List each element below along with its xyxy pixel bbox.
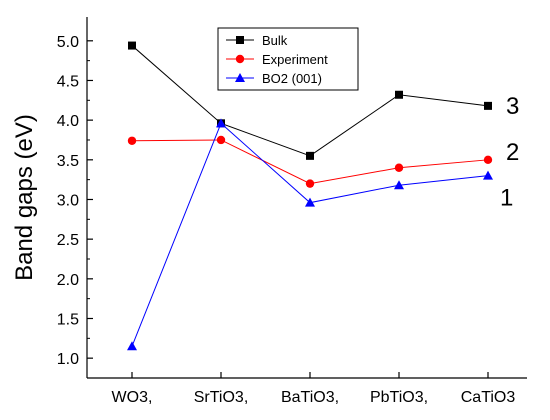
data-point [394, 180, 404, 190]
y-tick-label: 5.0 [57, 34, 79, 51]
legend-item: BO2 (001) [226, 71, 322, 86]
data-point [305, 197, 315, 207]
y-tick-label: 2.0 [57, 272, 79, 289]
data-point [235, 54, 245, 64]
data-point [483, 170, 493, 180]
x-tick-label: CaTiO3 [461, 389, 516, 406]
legend-label: BO2 (001) [262, 71, 322, 86]
y-tick-label: 2.5 [57, 232, 79, 249]
data-point [236, 36, 244, 44]
annotation-group: 3 2 1 [500, 93, 519, 212]
data-point [306, 151, 314, 160]
x-tick-label: SrTiO3, [194, 389, 249, 406]
legend-item: Bulk [226, 33, 288, 48]
y-tick-label: 3.0 [57, 192, 79, 209]
series-annotation: 3 [506, 93, 519, 120]
legend: Bulk Experiment BO2 (001) [217, 27, 359, 91]
data-point [128, 41, 136, 50]
legend-item: Experiment [226, 52, 328, 67]
series-annotation: 1 [500, 185, 513, 212]
data-point [394, 163, 404, 172]
series-annotation: 2 [506, 139, 519, 166]
data-point [216, 118, 226, 128]
y-tick-label: 3.5 [57, 153, 79, 170]
legend-label: Experiment [262, 52, 328, 67]
y-tick-label: 1.5 [57, 311, 79, 328]
y-tick-label: 1.0 [57, 351, 79, 368]
data-point [484, 101, 492, 110]
data-point [483, 155, 493, 165]
series-group [127, 41, 493, 351]
series [127, 118, 493, 351]
y-tick-label: 4.5 [57, 73, 79, 90]
data-point [127, 341, 137, 351]
y-tick-label: 4.0 [57, 113, 79, 130]
y-axis-label: Band gaps (eV) [11, 114, 38, 281]
data-point [235, 73, 245, 82]
series [127, 135, 493, 188]
data-point [127, 136, 137, 145]
data-point [305, 179, 315, 188]
data-point [216, 135, 226, 145]
x-tick-label: BaTiO3, [281, 389, 339, 406]
legend-label: Bulk [262, 33, 288, 48]
axes: 1.0 1.5 2.0 2.5 3.0 3.5 4.0 4.5 5.0 WO3, SrTiO3, Ba… [57, 17, 527, 406]
x-tick-label: PbTiO3, [370, 389, 428, 406]
data-point [395, 90, 403, 99]
x-tick-label: WO3, [112, 389, 153, 406]
